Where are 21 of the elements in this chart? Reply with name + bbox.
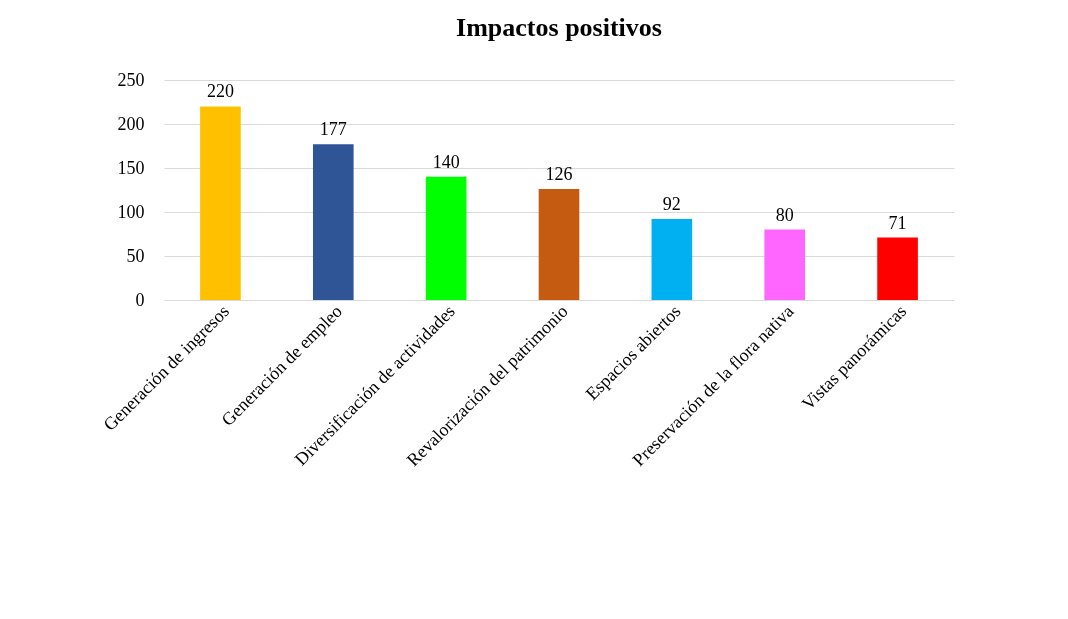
chart-title: Impactos positivos (456, 13, 662, 42)
data-label: 92 (662, 194, 681, 215)
y-tick-label: 250 (117, 69, 145, 90)
data-label: 177 (319, 119, 347, 140)
bar (312, 144, 354, 300)
y-tick-label: 150 (117, 157, 145, 178)
y-tick-label: 100 (117, 201, 145, 222)
bar (877, 237, 918, 300)
bar (651, 219, 693, 300)
y-tick-label: 50 (126, 245, 145, 266)
y-tick-label: 0 (135, 289, 145, 310)
data-label: 71 (888, 212, 907, 233)
bar (538, 189, 580, 300)
bar (425, 176, 467, 300)
data-label: 80 (775, 204, 794, 225)
data-label: 140 (432, 151, 460, 172)
data-label: 126 (545, 164, 573, 185)
bar (764, 229, 806, 300)
data-label: 220 (206, 81, 234, 102)
bar (200, 106, 241, 300)
y-tick-label: 200 (117, 113, 145, 134)
